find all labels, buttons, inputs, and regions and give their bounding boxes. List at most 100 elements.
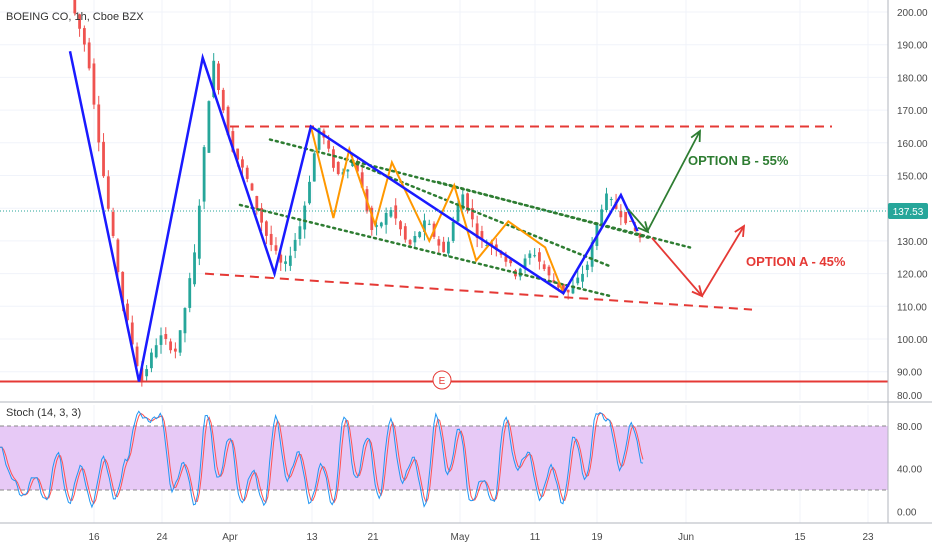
candle-body bbox=[183, 308, 187, 334]
option-a-arrow-down bbox=[651, 237, 703, 297]
candle-body bbox=[231, 131, 235, 152]
y-tick-label: 80.00 bbox=[897, 391, 922, 402]
x-tick-label: 11 bbox=[530, 532, 541, 543]
candle-body bbox=[173, 348, 177, 352]
candle-body bbox=[399, 221, 402, 230]
candle-body bbox=[356, 162, 359, 172]
y-tick-label: 170.00 bbox=[897, 106, 928, 117]
candle-body bbox=[188, 278, 192, 308]
x-tick-label: 21 bbox=[367, 532, 379, 543]
blue-wave-line bbox=[68, 50, 639, 382]
option-b-arrow-down-head bbox=[637, 221, 650, 234]
option-a-arrow-up bbox=[701, 225, 745, 297]
candle-body bbox=[494, 244, 498, 250]
candle-body bbox=[298, 226, 302, 239]
candle-body bbox=[145, 369, 149, 377]
candle-body bbox=[585, 264, 589, 270]
candle-body bbox=[279, 254, 283, 263]
candle-body bbox=[408, 240, 412, 245]
channel-bottom-line bbox=[204, 272, 753, 311]
candle-body bbox=[538, 252, 541, 262]
candle-body bbox=[442, 241, 446, 253]
candle-body bbox=[346, 169, 350, 172]
candle-body bbox=[470, 208, 474, 220]
y-tick-label: 100.00 bbox=[897, 335, 928, 346]
candle-body bbox=[447, 241, 450, 254]
y-tick-label: 120.00 bbox=[897, 270, 928, 281]
candle-body bbox=[317, 127, 321, 150]
candle-body bbox=[547, 266, 551, 276]
candle-body bbox=[480, 231, 484, 240]
stoch-label: Stoch (14, 3, 3) bbox=[6, 407, 81, 419]
x-tick-label: 15 bbox=[794, 532, 806, 543]
channel-dotted-line bbox=[238, 203, 614, 298]
candle-body bbox=[106, 176, 110, 209]
candle-body bbox=[154, 345, 158, 358]
candle-body bbox=[245, 167, 249, 179]
candle-body bbox=[456, 204, 460, 222]
candle-body bbox=[207, 101, 211, 153]
stoch-tick-label: 80.00 bbox=[897, 422, 922, 433]
last-price-tag: 137.53 bbox=[888, 203, 928, 219]
chart-title: BOEING CO, 1h, Cboe BZX bbox=[6, 11, 144, 23]
candle-body bbox=[504, 256, 508, 262]
candle-body bbox=[308, 181, 311, 204]
candle-body bbox=[360, 172, 364, 188]
y-tick-label: 190.00 bbox=[897, 41, 928, 52]
candle-body bbox=[523, 258, 527, 269]
candle-body bbox=[269, 233, 273, 245]
candle-body bbox=[413, 235, 417, 243]
candle-body bbox=[600, 209, 604, 227]
candle-body bbox=[451, 221, 455, 241]
x-tick-label: 19 bbox=[591, 532, 603, 543]
candle-body bbox=[126, 303, 129, 321]
candle-body bbox=[135, 346, 139, 367]
candle-body bbox=[375, 225, 378, 227]
stoch-d-line bbox=[0, 412, 644, 505]
candle-body bbox=[217, 63, 220, 91]
candle-body bbox=[212, 60, 216, 98]
x-tick-label: 13 bbox=[306, 532, 318, 543]
candle-body bbox=[260, 208, 263, 223]
candle-body bbox=[566, 289, 570, 293]
candle-body bbox=[485, 245, 489, 247]
x-tick-label: 24 bbox=[156, 532, 168, 543]
event-marker: E bbox=[432, 370, 452, 390]
candle-body bbox=[236, 148, 240, 160]
candle-body bbox=[312, 153, 316, 182]
event-marker-label: E bbox=[439, 376, 446, 387]
candle-body bbox=[73, 0, 77, 14]
candle-body bbox=[629, 220, 632, 222]
candle-body bbox=[571, 285, 575, 294]
option-b-arrow bbox=[646, 130, 701, 233]
y-tick-label: 160.00 bbox=[897, 139, 928, 150]
stoch-k-line bbox=[0, 410, 644, 509]
candle-body bbox=[78, 14, 81, 29]
candle-body bbox=[332, 149, 335, 168]
candle-body bbox=[461, 194, 465, 210]
stochastic-panel bbox=[0, 410, 888, 509]
candle-body bbox=[533, 255, 537, 257]
candle-body bbox=[624, 211, 628, 224]
y-tick-label: 130.00 bbox=[897, 237, 928, 248]
candle-body bbox=[140, 367, 144, 381]
candle-body bbox=[379, 222, 383, 227]
candle-body bbox=[528, 253, 532, 258]
option-b-arrow-down bbox=[627, 208, 649, 233]
stoch-tick-label: 40.00 bbox=[897, 465, 922, 476]
candle-body bbox=[87, 42, 91, 69]
candle-body bbox=[102, 141, 105, 177]
candle-body bbox=[384, 212, 388, 225]
candle-body bbox=[552, 280, 556, 283]
candle-body bbox=[293, 239, 297, 251]
x-tick-label: Apr bbox=[222, 532, 238, 543]
y-tick-label: 200.00 bbox=[897, 8, 928, 19]
candle-body bbox=[336, 161, 340, 174]
candle-body bbox=[418, 231, 422, 238]
candle-body bbox=[394, 205, 398, 219]
x-tick-label: 16 bbox=[88, 532, 100, 543]
candle-body bbox=[427, 223, 431, 225]
candlestick-series bbox=[73, 0, 642, 387]
